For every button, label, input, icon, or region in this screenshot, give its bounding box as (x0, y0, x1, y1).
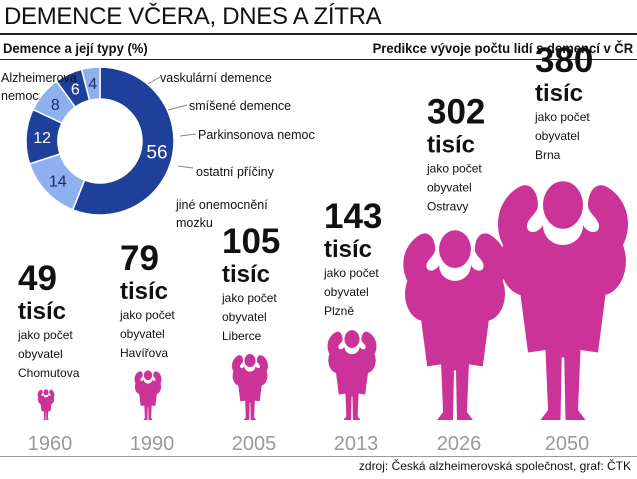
pie-category-label: jiné onemocnění mozku (175, 198, 268, 230)
city-comparison-label: jako počet obyvatel Havířova (119, 308, 175, 360)
value-number-label: 143 (324, 197, 382, 236)
leader-line (177, 165, 194, 169)
pie-category-label: smíšené demence (189, 99, 291, 113)
human-figure-head (244, 354, 256, 368)
city-comparison-label: jako počet obyvatel Plzně (323, 266, 379, 318)
value-number-label: 105 (222, 222, 280, 261)
leader-line (167, 104, 188, 111)
leader-line (147, 76, 161, 85)
page-title: DEMENCE VČERA, DNES A ZÍTRA (4, 3, 382, 30)
donut-slice (71, 66, 175, 216)
value-unit-label: tisíc (222, 261, 270, 288)
slice-value-label: 14 (49, 173, 67, 190)
city-comparison-label: jako počet obyvatel Brna (534, 110, 590, 162)
city-comparison-label: jako počet obyvatel Chomutova (17, 328, 80, 380)
pie-chart-title: Demence a její typy (%) (3, 40, 148, 56)
human-figure-head (43, 389, 49, 396)
leader-line (179, 133, 197, 137)
pie-category-label: vaskulární demence (160, 71, 272, 85)
projection-chart-title: Predikce vývoje počtu lidí s demencí v Č… (372, 40, 633, 56)
city-comparison-label: jako počet obyvatel Liberce (221, 291, 277, 343)
year-tick-label: 2005 (232, 433, 277, 455)
slice-value-label: 56 (146, 143, 167, 164)
value-unit-label: tisíc (324, 236, 372, 263)
city-comparison-label: jako počet obyvatel Ostravy (426, 161, 482, 213)
human-figure-marker (327, 331, 377, 420)
human-figure-head (439, 230, 471, 269)
value-unit-label: tisíc (120, 278, 168, 305)
slice-value-label: 4 (88, 76, 97, 93)
slice-value-label: 12 (33, 130, 51, 147)
donut-slice (80, 66, 101, 102)
slice-value-label: 6 (71, 81, 80, 98)
pie-category-label: ostatní příčiny (196, 165, 275, 179)
value-number-label: 302 (427, 92, 485, 131)
value-unit-label: tisíc (427, 131, 475, 158)
value-unit-label: tisíc (18, 298, 66, 325)
source-note: zdroj: Česká alzheimerovská společnost, … (358, 459, 631, 473)
subtitle-divider (0, 59, 637, 60)
year-tick-label: 2013 (334, 433, 379, 455)
year-tick-label: 2050 (545, 433, 590, 455)
value-number-label: 49 (18, 259, 57, 298)
footer-divider (0, 456, 637, 457)
value-unit-label: tisíc (535, 80, 583, 107)
human-figure-head (344, 330, 360, 349)
title-divider (0, 33, 637, 35)
human-figure-marker (498, 185, 628, 420)
year-tick-label: 1990 (130, 433, 175, 455)
human-figure-marker (134, 371, 162, 420)
value-number-label: 79 (120, 239, 159, 278)
year-tick-label: 1960 (28, 433, 73, 455)
pie-category-label: Alzheimerova nemoc (1, 71, 77, 103)
year-tick-label: 2026 (437, 433, 482, 455)
value-number-label: 380 (535, 41, 593, 80)
human-figure-marker (403, 233, 507, 420)
slice-value-label: 8 (51, 97, 60, 114)
human-figure-head (543, 181, 583, 229)
human-figure-head (143, 370, 153, 381)
human-figure-marker (37, 389, 55, 420)
human-figure-marker (232, 355, 268, 420)
pie-category-label: Parkinsonova nemoc (198, 128, 315, 142)
